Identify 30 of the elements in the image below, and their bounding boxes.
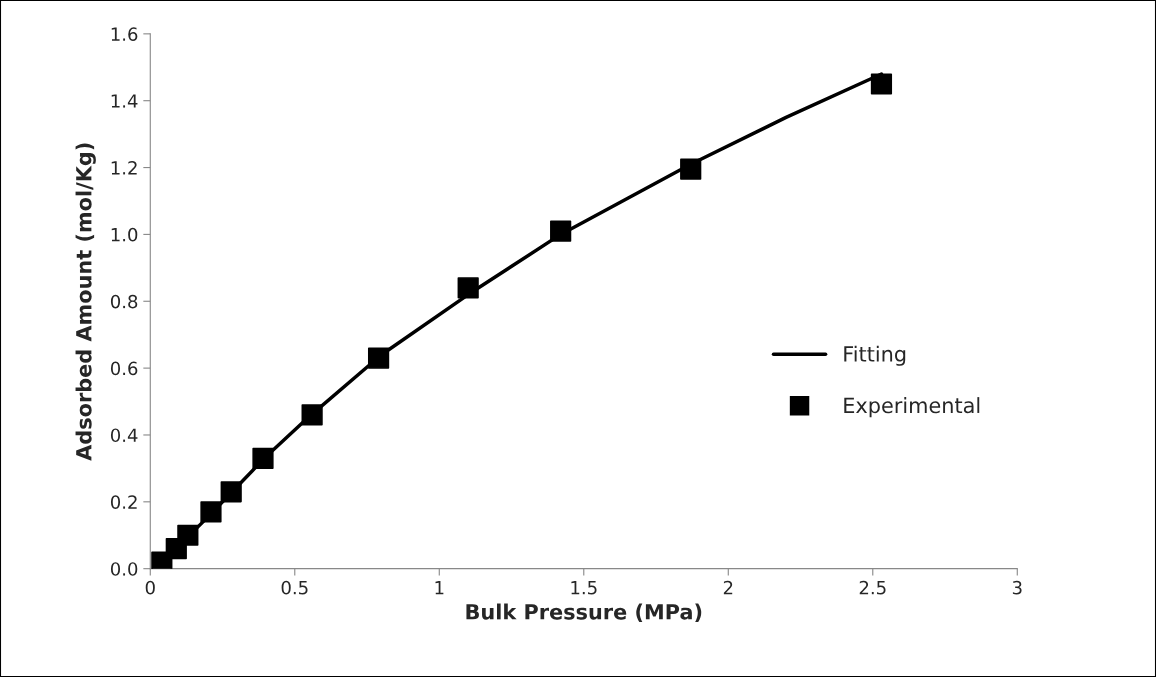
point: [870, 73, 893, 95]
point: [252, 447, 274, 469]
y-tick-label: 1.2: [111, 161, 137, 175]
point: [200, 501, 222, 523]
point: [680, 158, 702, 180]
y-tick-label: 0.4: [110, 428, 138, 443]
point: [367, 347, 390, 369]
y-tick-label: 0.0: [110, 562, 138, 576]
legend-label: Fitting: [844, 345, 906, 366]
point: [177, 524, 199, 546]
y-axis-title: Adsorbed Amount (mol/Kg): [75, 143, 96, 461]
x-tick-label: 1: [435, 581, 444, 595]
point: [457, 277, 479, 299]
legend-label: Experimental: [844, 397, 980, 418]
y-tick-label: 1.0: [111, 227, 138, 242]
point: [220, 481, 242, 503]
y-tick-label: 1.6: [111, 27, 138, 41]
y-tick-label: 0.6: [110, 361, 138, 376]
y-tick-label: 1.4: [111, 94, 138, 108]
point: [301, 404, 323, 426]
x-tick-label: 3: [1012, 580, 1022, 595]
y-tick-label: 0.2: [110, 495, 137, 509]
x-tick-label: 0.5: [281, 580, 308, 595]
y-tick-label: 0.8: [110, 294, 138, 309]
x-tick-label: 1.5: [571, 581, 597, 595]
x-tick-label: 2.5: [859, 580, 886, 595]
x-tick-label: 2: [723, 580, 733, 595]
point: [550, 220, 572, 242]
x-tick-label: 0: [145, 580, 155, 595]
x-axis-title: Bulk Pressure (MPa): [466, 603, 702, 623]
